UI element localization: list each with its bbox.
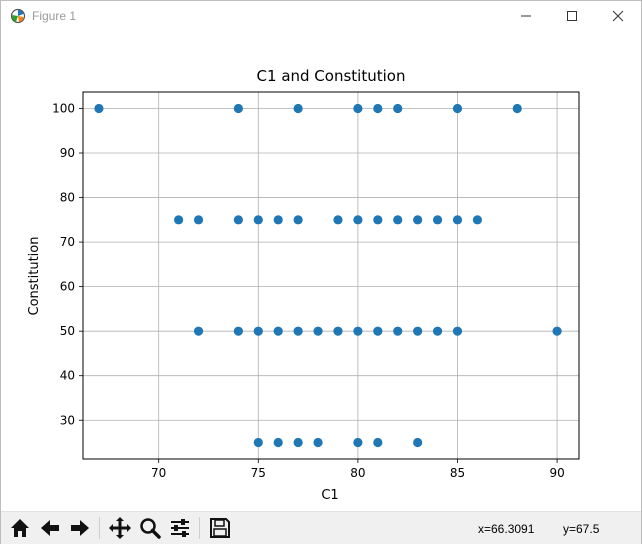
data-point — [552, 326, 562, 336]
data-point — [413, 437, 423, 448]
y-tick-label: 50 — [60, 324, 75, 338]
data-point — [353, 437, 363, 448]
configure-subplots-icon — [171, 519, 189, 537]
data-points — [94, 103, 562, 448]
x-tick-label: 90 — [549, 466, 564, 480]
toolbar-separator — [99, 517, 100, 539]
home-icon — [11, 519, 29, 537]
minimize-icon — [521, 15, 531, 17]
data-point — [353, 103, 363, 114]
data-point — [373, 215, 383, 225]
navigation-toolbar: x=66.3091 y=67.5 — [1, 511, 641, 544]
data-point — [333, 215, 343, 225]
tick-marks — [79, 108, 558, 463]
data-point — [413, 326, 423, 336]
y-tick-label: 40 — [60, 369, 75, 383]
window-title: Figure 1 — [32, 9, 77, 23]
data-point — [353, 215, 363, 225]
minimize-button[interactable] — [503, 1, 549, 31]
y-tick-label: 60 — [60, 280, 75, 294]
pan-button[interactable] — [107, 515, 133, 541]
data-point — [432, 215, 443, 225]
data-point — [94, 103, 104, 114]
data-point — [273, 326, 283, 336]
y-tick-label: 80 — [60, 191, 75, 205]
data-point — [373, 326, 383, 336]
maximize-button[interactable] — [549, 1, 595, 31]
data-point — [373, 437, 383, 448]
data-point — [452, 103, 463, 114]
back-arrow-icon — [41, 520, 59, 536]
data-point — [333, 326, 343, 336]
data-point — [373, 103, 383, 114]
data-point — [393, 215, 403, 225]
forward-arrow-icon — [71, 520, 89, 536]
zoom-icon — [140, 518, 161, 539]
y-tick-label: 100 — [52, 101, 75, 115]
data-point — [313, 437, 323, 448]
data-point — [293, 215, 303, 225]
home-button[interactable] — [7, 515, 33, 541]
pan-icon — [109, 517, 131, 539]
title-bar: Figure 1 — [1, 1, 641, 33]
figure-app-icon — [10, 8, 26, 24]
data-point — [353, 326, 363, 336]
data-point — [293, 103, 303, 114]
scatter-chart: C1 and Constitution C1 Constitution 70 75… — [27, 67, 580, 503]
data-point — [393, 103, 403, 114]
data-point — [393, 326, 403, 336]
data-point — [293, 326, 303, 336]
data-point — [253, 215, 263, 225]
data-point — [253, 437, 263, 448]
data-point — [472, 215, 483, 225]
save-button[interactable] — [207, 515, 233, 541]
data-point — [193, 326, 204, 336]
data-point — [313, 326, 323, 336]
figure-canvas[interactable]: C1 and Constitution C1 Constitution 70 75… — [1, 33, 641, 511]
back-button[interactable] — [37, 515, 63, 541]
x-axis-label: C1 — [321, 488, 338, 503]
data-point — [174, 215, 184, 225]
chart-title: C1 and Constitution — [257, 67, 406, 85]
x-tick-label: 70 — [151, 466, 166, 480]
data-point — [233, 103, 243, 114]
data-point — [452, 326, 463, 336]
axes-frame — [82, 91, 580, 460]
configure-subplots-button[interactable] — [167, 515, 193, 541]
y-tick-label: 90 — [60, 146, 75, 160]
data-point — [432, 326, 443, 336]
forward-button[interactable] — [67, 515, 93, 541]
x-tick-label: 85 — [450, 466, 465, 480]
y-coordinate-readout: y=67.5 — [563, 522, 600, 536]
y-axis-label: Constitution — [27, 237, 42, 316]
x-tick-label: 75 — [251, 466, 266, 480]
data-point — [233, 215, 243, 225]
data-point — [233, 326, 243, 336]
data-point — [413, 215, 423, 225]
data-point — [452, 215, 463, 225]
data-point — [273, 215, 283, 225]
zoom-button[interactable] — [137, 515, 163, 541]
maximize-icon — [567, 11, 577, 21]
y-tick-label: 30 — [60, 413, 75, 427]
x-coordinate-readout: x=66.3091 — [478, 522, 535, 536]
data-point — [293, 437, 303, 448]
toolbar-separator — [199, 517, 200, 539]
data-point — [193, 215, 204, 225]
data-point — [273, 437, 283, 448]
grid-lines — [83, 92, 579, 459]
close-button[interactable] — [595, 1, 641, 31]
x-tick-label: 80 — [350, 466, 365, 480]
close-icon — [612, 10, 624, 22]
y-tick-label: 70 — [60, 235, 75, 249]
data-point — [512, 103, 522, 114]
save-icon — [210, 518, 230, 538]
data-point — [253, 326, 263, 336]
